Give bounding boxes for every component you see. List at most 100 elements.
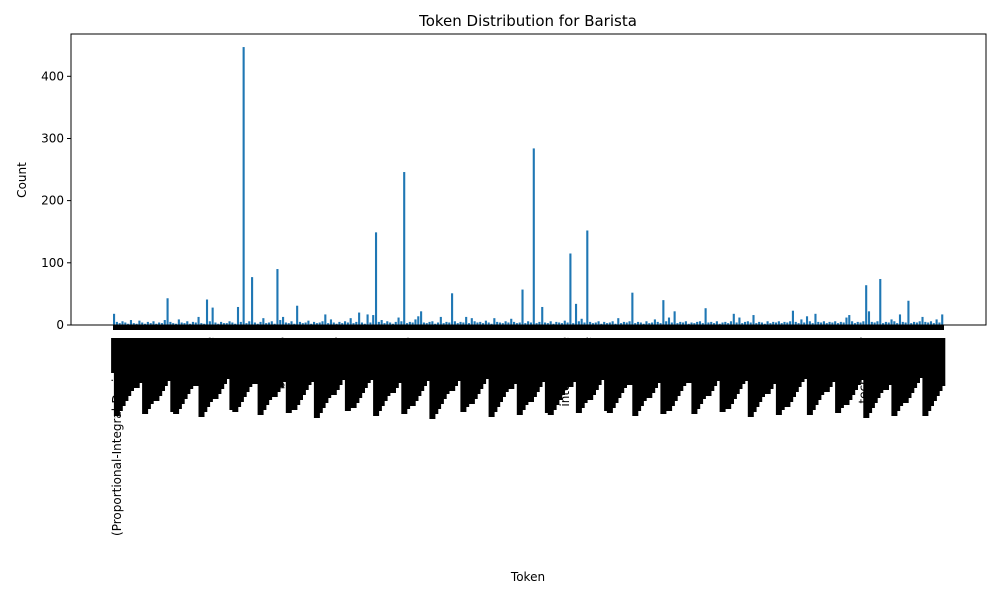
bar (296, 305, 299, 325)
bar (611, 321, 614, 325)
bar (518, 322, 521, 325)
bar (693, 323, 696, 325)
bar (194, 322, 197, 325)
bar (225, 323, 228, 325)
bar (913, 321, 916, 325)
bar (927, 322, 930, 325)
bar (696, 321, 699, 325)
bar (777, 321, 780, 325)
bar (262, 318, 265, 325)
bar (338, 321, 341, 325)
bar (572, 323, 575, 325)
bar (552, 323, 555, 325)
bar (856, 321, 859, 325)
bar (631, 292, 634, 325)
bar (682, 322, 685, 325)
bar (836, 323, 840, 325)
bar (270, 321, 273, 325)
bar (315, 323, 318, 325)
bar (774, 322, 778, 325)
bar (729, 321, 733, 325)
bar (434, 323, 437, 325)
bar (510, 318, 513, 325)
bar (476, 322, 479, 325)
bar (727, 323, 730, 325)
bar (408, 321, 411, 325)
bar (380, 320, 383, 325)
x-tick-label: intelligence (558, 337, 572, 407)
bar (603, 321, 606, 325)
y-tick-label: 100 (41, 256, 64, 270)
bar (589, 321, 592, 325)
bar (870, 321, 873, 325)
bar (414, 319, 417, 325)
bar (487, 322, 490, 325)
bar (566, 322, 569, 325)
x-tick-label: costs (327, 337, 341, 368)
bar (752, 315, 755, 325)
bar (420, 311, 423, 325)
bar (372, 315, 375, 325)
bar (124, 322, 127, 325)
bar (143, 323, 147, 325)
bar (741, 323, 744, 325)
bar (701, 323, 704, 325)
bar (374, 232, 378, 325)
bar (411, 322, 414, 325)
bar (704, 308, 707, 325)
bar (346, 322, 349, 325)
bar (763, 323, 766, 325)
bar (160, 323, 163, 325)
bar (865, 285, 868, 325)
bar (467, 323, 471, 325)
bar (217, 323, 220, 325)
bar (513, 321, 516, 325)
bar (817, 321, 820, 325)
bar (343, 321, 347, 325)
bar (636, 321, 640, 325)
bar (524, 323, 527, 325)
bar (180, 322, 183, 325)
bar (445, 321, 448, 325)
bar (113, 313, 116, 325)
bar (873, 322, 876, 325)
bar (549, 321, 552, 325)
bar (760, 322, 764, 325)
bar (251, 277, 254, 325)
bar (386, 321, 389, 325)
bar (769, 323, 772, 325)
bar (484, 320, 487, 325)
bar (867, 311, 871, 325)
bar (307, 320, 310, 325)
bar (394, 321, 397, 325)
bar (349, 318, 352, 325)
bar (135, 323, 138, 325)
bar (267, 322, 271, 325)
bar (265, 323, 268, 325)
bar (851, 321, 854, 325)
bar (431, 321, 434, 325)
bar (118, 323, 121, 325)
bar (313, 321, 316, 325)
bar (665, 321, 668, 325)
bar (558, 322, 561, 325)
bar (439, 316, 442, 325)
bar (721, 322, 724, 325)
bar (718, 323, 721, 325)
bar (515, 323, 518, 325)
bar (538, 321, 541, 325)
x-tick-label: business (274, 337, 288, 389)
bar (189, 323, 192, 325)
bar (594, 322, 597, 325)
bar (862, 321, 865, 325)
bar (569, 253, 572, 325)
bar (645, 321, 648, 325)
bar (448, 322, 451, 325)
y-axis: 0 100 200 300 400 (41, 69, 71, 332)
bar (555, 321, 558, 325)
bar (605, 323, 609, 325)
bar (656, 321, 659, 325)
bar (152, 321, 155, 325)
bar (138, 320, 141, 325)
bar (901, 321, 904, 325)
